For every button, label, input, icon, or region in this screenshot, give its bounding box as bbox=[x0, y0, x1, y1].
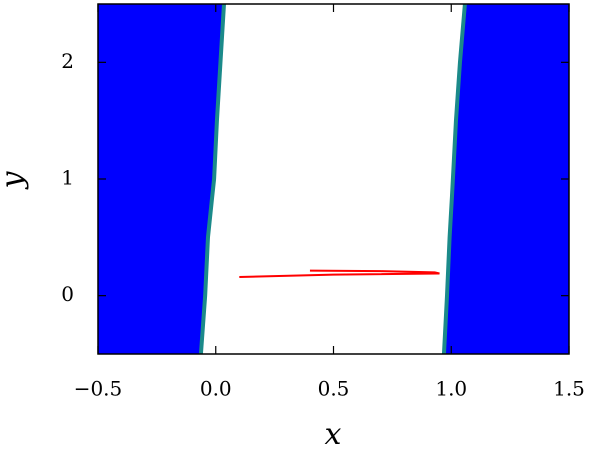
y-axis-label: y bbox=[0, 170, 30, 190]
x-tick-label: 0.0 bbox=[200, 377, 232, 401]
x-axis-label: x bbox=[325, 417, 342, 450]
region-boundary bbox=[198, 3, 226, 355]
region-boundary bbox=[441, 3, 467, 355]
y-tick-label: 2 bbox=[61, 49, 74, 73]
x-tick-label: −0.5 bbox=[74, 377, 123, 401]
region-fill bbox=[443, 4, 569, 354]
x-tick-label: 1.0 bbox=[435, 377, 467, 401]
x-tick-label: 0.5 bbox=[318, 377, 350, 401]
y-tick-label: 0 bbox=[61, 282, 74, 306]
trajectory-line bbox=[239, 269, 440, 278]
y-tick-label: 1 bbox=[61, 166, 74, 190]
x-tick-label: 1.5 bbox=[553, 377, 585, 401]
region-fill bbox=[98, 4, 224, 354]
